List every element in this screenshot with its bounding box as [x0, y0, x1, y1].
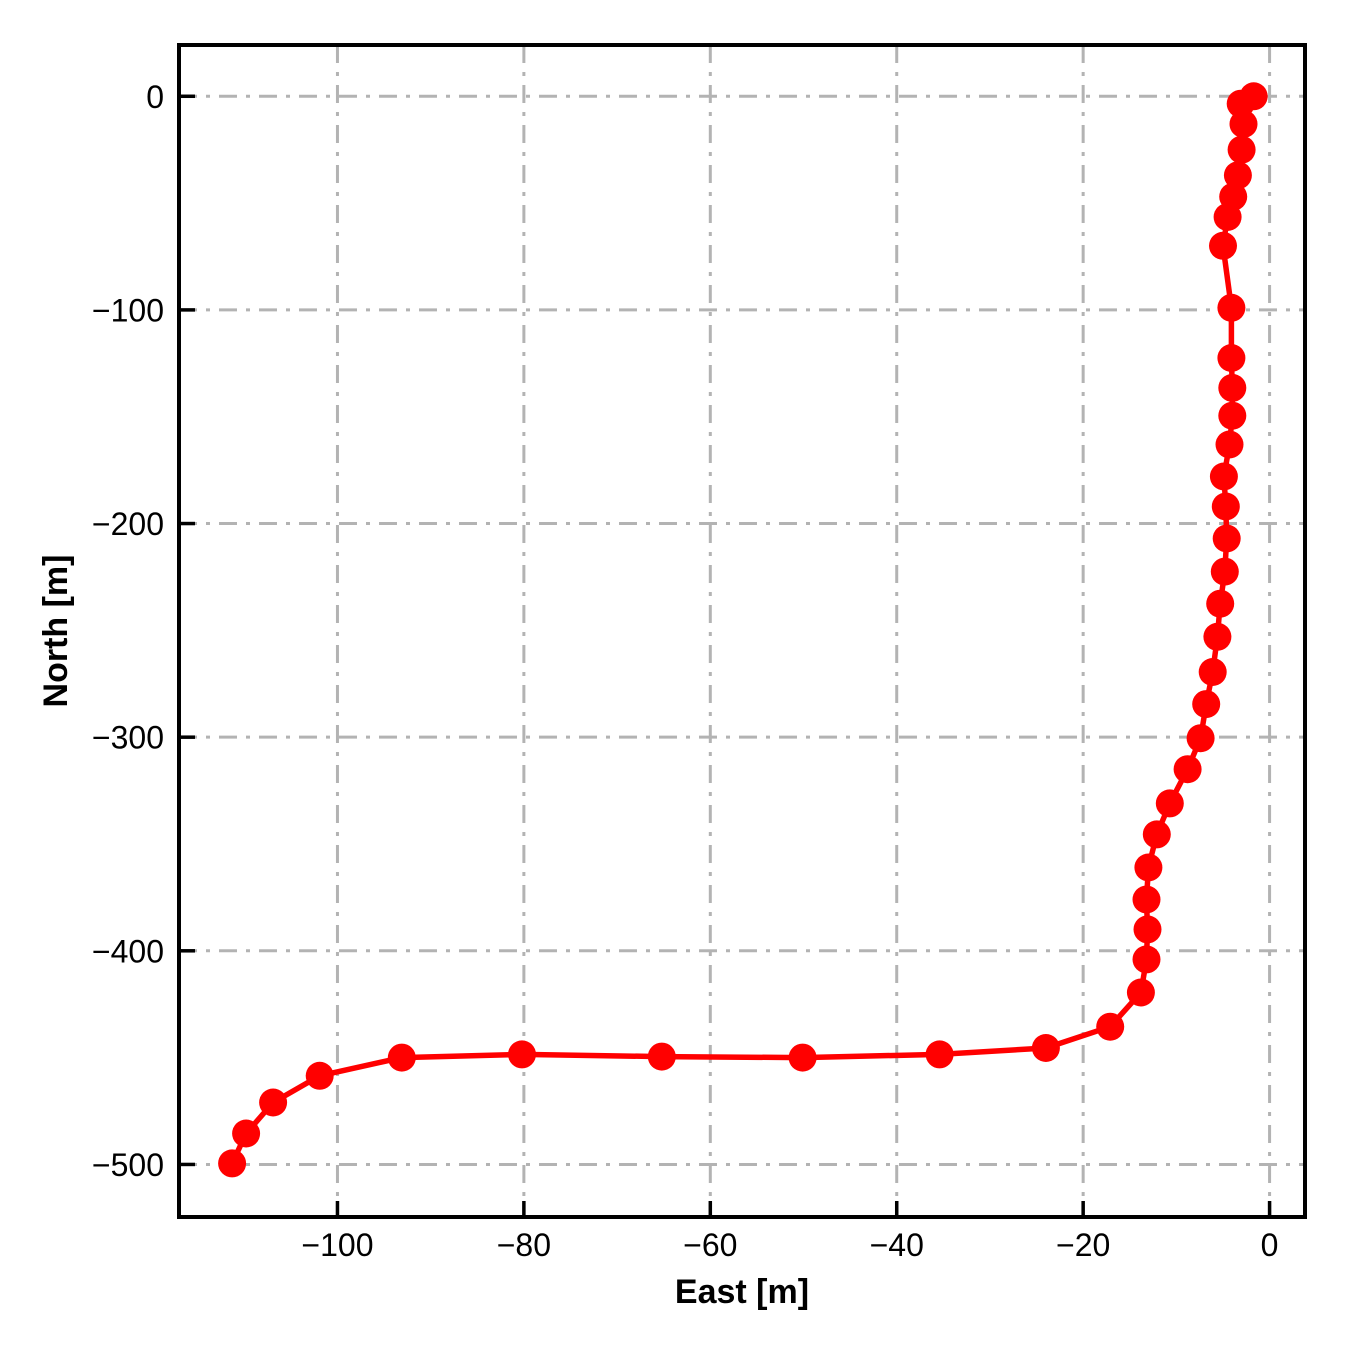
- trajectory-point: [1218, 373, 1247, 402]
- y-tick-label: 0: [146, 79, 164, 115]
- x-tick-label: −40: [870, 1227, 924, 1263]
- x-tick-label: −60: [683, 1227, 737, 1263]
- trajectory-point: [1215, 430, 1244, 459]
- trajectory-point: [1229, 110, 1258, 138]
- series-layer: [218, 82, 1268, 1178]
- tick-label-layer: −100 −80 −60 −40 −20 00−100−200−300−400−500: [92, 79, 1279, 1263]
- trajectory-point: [1217, 293, 1246, 322]
- trajectory-point: [788, 1043, 817, 1072]
- trajectory-point: [1209, 231, 1237, 260]
- plot-border: [177, 43, 1307, 1219]
- y-tick-label: −300: [92, 720, 164, 756]
- trajectory-point: [508, 1040, 536, 1069]
- trajectory-point: [647, 1042, 676, 1071]
- x-tick-label: −80: [497, 1227, 551, 1263]
- trajectory-point: [1217, 344, 1246, 372]
- trajectory-point: [387, 1043, 416, 1072]
- trajectory-point: [1132, 885, 1161, 914]
- x-tick-label: 0: [1261, 1227, 1279, 1263]
- trajectory-point: [1134, 853, 1163, 882]
- trajectory-point: [1206, 589, 1235, 618]
- y-tick-label: −500: [92, 1147, 164, 1183]
- trajectory-point: [1203, 622, 1232, 651]
- grid-layer: [179, 45, 1305, 1217]
- trajectory-point: [232, 1119, 261, 1148]
- trajectory-point: [1192, 690, 1221, 719]
- trajectory-point: [1132, 945, 1161, 974]
- trajectory-line: [229, 93, 1257, 1167]
- trajectory-point: [1227, 135, 1256, 164]
- trajectory-point: [1155, 789, 1184, 818]
- trajectory-point: [1186, 724, 1215, 753]
- trajectory-point: [259, 1088, 288, 1117]
- trajectory-point: [1133, 915, 1162, 944]
- trajectory-point: [1213, 203, 1242, 231]
- trajectory-point: [305, 1061, 334, 1090]
- x-tick-label: −100: [301, 1227, 373, 1263]
- trajectory-point: [1173, 755, 1202, 784]
- trajectory-point: [1198, 658, 1227, 686]
- x-axis-label: East [m]: [675, 1273, 809, 1311]
- trajectory-point: [1218, 401, 1247, 430]
- trajectory-point: [1031, 1034, 1060, 1062]
- tick-layer: [179, 94, 1272, 1217]
- y-tick-label: −100: [92, 292, 164, 328]
- trajectory-point: [1211, 492, 1240, 521]
- trajectory-point: [1142, 820, 1171, 849]
- y-tick-label: −200: [92, 506, 164, 542]
- trajectory-point: [1126, 978, 1155, 1007]
- trajectory-point: [1209, 462, 1238, 491]
- trajectory-point: [1212, 524, 1241, 553]
- x-tick-label: −20: [1056, 1227, 1110, 1263]
- trajectory-point: [1223, 161, 1252, 190]
- trajectory-point: [1096, 1012, 1125, 1041]
- y-tick-label: −400: [92, 933, 164, 969]
- trajectory-point: [925, 1040, 954, 1069]
- trajectory-point: [218, 1149, 247, 1178]
- y-axis-label: North [m]: [37, 555, 75, 708]
- trajectory-point: [1210, 557, 1239, 586]
